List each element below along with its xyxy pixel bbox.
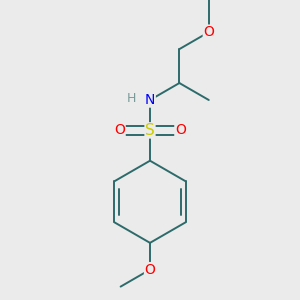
Text: H: H — [126, 92, 136, 105]
Text: O: O — [145, 262, 155, 277]
Text: O: O — [114, 123, 125, 137]
Text: O: O — [175, 123, 186, 137]
Text: N: N — [145, 93, 155, 107]
Text: O: O — [203, 25, 214, 39]
Text: S: S — [145, 123, 155, 138]
